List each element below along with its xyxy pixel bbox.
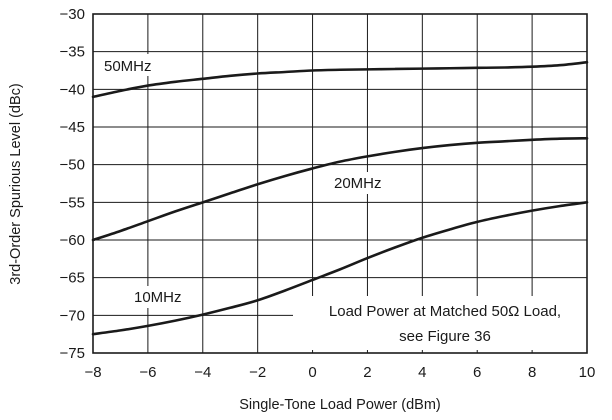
y-tick-label: −45 — [60, 119, 85, 136]
y-tick-label: −55 — [60, 194, 85, 211]
series-label-20mhz: 20MHz — [334, 175, 382, 192]
plot-frame — [92, 13, 588, 354]
series-line-0 — [91, 60, 589, 99]
y-tick-label: −40 — [60, 81, 85, 98]
y-tick-label: −65 — [60, 270, 85, 287]
series-line-2 — [91, 201, 589, 336]
series-line-1 — [91, 137, 589, 242]
y-tick-label: −35 — [60, 44, 85, 61]
x-tick-label: −2 — [249, 364, 266, 381]
series-lines — [91, 60, 589, 336]
x-tick-label: 10 — [579, 364, 596, 381]
x-tick-label: 8 — [528, 364, 536, 381]
annotation-line-2: see Figure 36 — [399, 328, 491, 345]
y-tick-label: −75 — [60, 345, 85, 362]
label-bg-10mhz — [130, 286, 196, 308]
annotation-background — [293, 296, 587, 350]
label-bg-50mhz — [100, 54, 166, 76]
x-axis-label: Single-Tone Load Power (dBm) — [239, 397, 441, 413]
label-bg-20mhz — [330, 172, 396, 194]
tick-labels: −8 −6 −4 −2 0 2 4 6 8 10 −30 −35 −40 −45 −50 −55 −60 −65 −… — [60, 6, 596, 381]
y-tick-label: −60 — [60, 232, 85, 249]
y-tick-label: −30 — [60, 6, 85, 23]
y-tick-label: −50 — [60, 157, 85, 174]
x-tick-label: 4 — [418, 364, 426, 381]
x-tick-label: 0 — [308, 364, 316, 381]
x-tick-label: −4 — [194, 364, 211, 381]
x-tick-label: −8 — [84, 364, 101, 381]
series-label-50mhz: 50MHz — [104, 58, 152, 75]
x-tick-label: 2 — [363, 364, 371, 381]
x-tick-label: −6 — [139, 364, 156, 381]
annotation-line-1: Load Power at Matched 50Ω Load, — [329, 303, 561, 320]
x-tick-label: 6 — [473, 364, 481, 381]
y-tick-label: −70 — [60, 307, 85, 324]
y-axis-label: 3rd-Order Spurious Level (dBc) — [8, 83, 24, 284]
series-label-10mhz: 10MHz — [134, 289, 182, 306]
